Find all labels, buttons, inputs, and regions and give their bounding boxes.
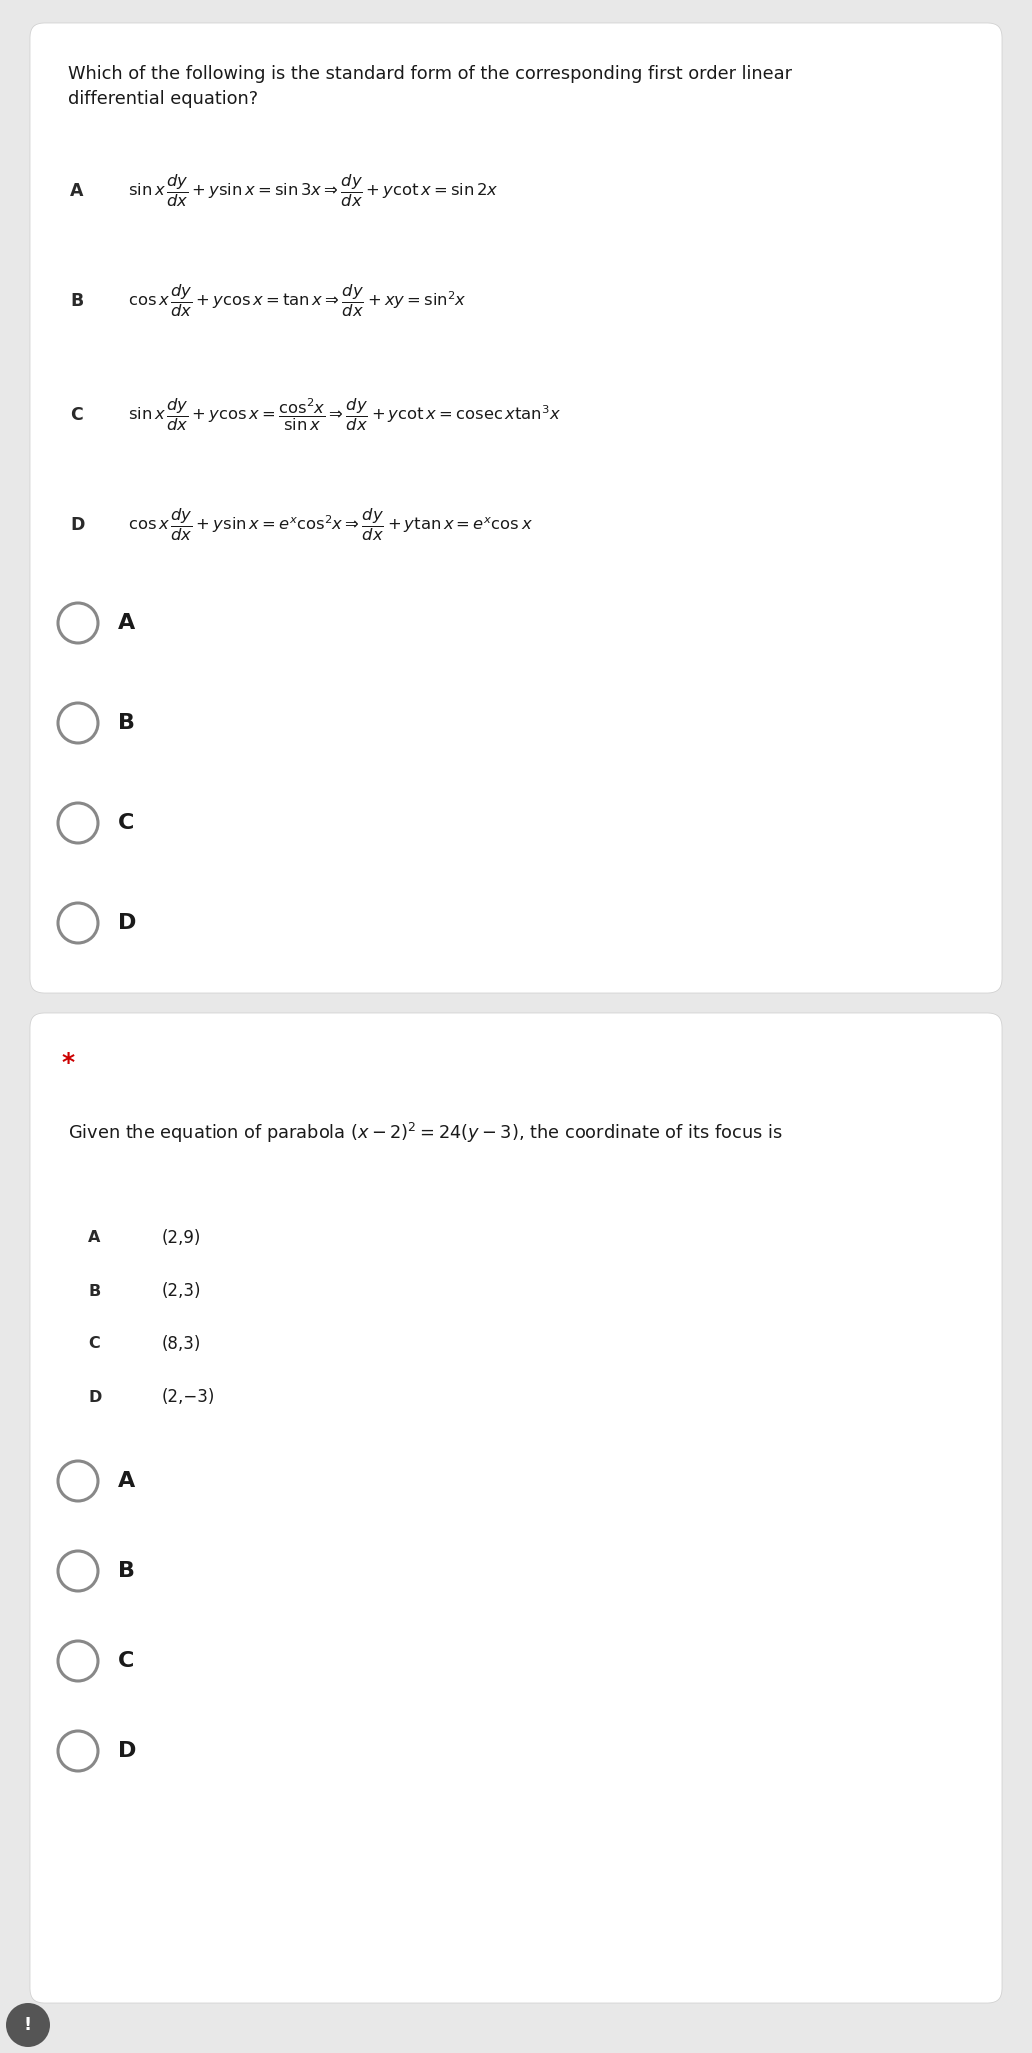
Text: (2,9): (2,9): [162, 1230, 201, 1246]
Text: C: C: [118, 1651, 134, 1671]
Text: D: D: [88, 1390, 101, 1404]
Text: D: D: [118, 914, 136, 932]
Text: A: A: [70, 183, 84, 199]
Text: Given the equation of parabola $(x-2)^{2}=24(y-3)$, the coordinate of its focus : Given the equation of parabola $(x-2)^{2…: [68, 1121, 782, 1146]
FancyBboxPatch shape: [30, 23, 1002, 994]
Text: D: D: [118, 1741, 136, 1761]
Text: A: A: [118, 1472, 135, 1490]
Text: C: C: [88, 1337, 100, 1351]
Text: $\sin x\,\dfrac{dy}{dx}+y\sin x=\sin 3x\Rightarrow\dfrac{dy}{dx}+y\cot x=\sin 2x: $\sin x\,\dfrac{dy}{dx}+y\sin x=\sin 3x\…: [128, 172, 498, 209]
Text: *: *: [62, 1051, 75, 1076]
Text: D: D: [70, 515, 85, 534]
Text: (2,−3): (2,−3): [162, 1388, 216, 1406]
Circle shape: [6, 2004, 50, 2047]
Text: $\sin x\,\dfrac{dy}{dx}+y\cos x=\dfrac{\cos^{2}\!x}{\sin x}\Rightarrow\dfrac{dy}: $\sin x\,\dfrac{dy}{dx}+y\cos x=\dfrac{\…: [128, 396, 561, 433]
Text: B: B: [118, 1560, 135, 1581]
Text: $\cos x\,\dfrac{dy}{dx}+y\sin x=e^{x}\cos^{2}\!x\Rightarrow\dfrac{dy}{dx}+y\tan : $\cos x\,\dfrac{dy}{dx}+y\sin x=e^{x}\co…: [128, 507, 533, 544]
Text: Which of the following is the standard form of the corresponding first order lin: Which of the following is the standard f…: [68, 66, 792, 109]
Text: $\cos x\,\dfrac{dy}{dx}+y\cos x=\tan x\Rightarrow\dfrac{dy}{dx}+xy=\sin^{2}\!x$: $\cos x\,\dfrac{dy}{dx}+y\cos x=\tan x\R…: [128, 283, 466, 318]
Text: (2,3): (2,3): [162, 1281, 201, 1300]
Text: B: B: [88, 1283, 100, 1297]
Text: B: B: [70, 292, 84, 310]
Text: A: A: [118, 614, 135, 632]
Text: C: C: [70, 406, 83, 425]
Text: C: C: [118, 813, 134, 834]
Text: !: !: [24, 2016, 32, 2035]
FancyBboxPatch shape: [30, 1012, 1002, 2004]
Text: (8,3): (8,3): [162, 1334, 201, 1353]
Text: B: B: [118, 712, 135, 733]
Text: A: A: [88, 1230, 100, 1246]
